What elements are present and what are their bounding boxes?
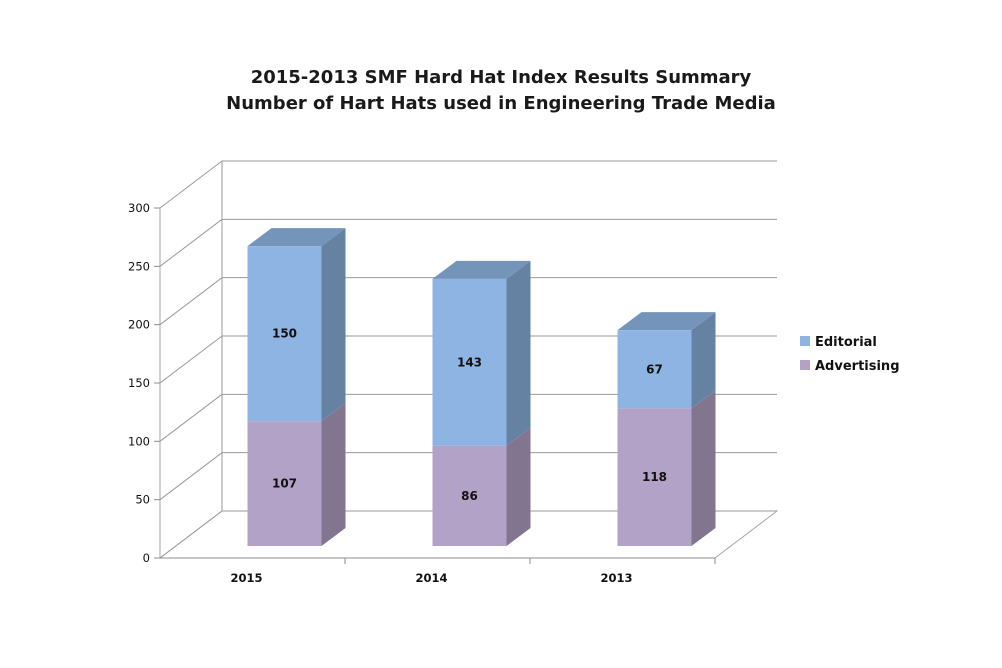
gridline-diagonal [159,160,223,209]
bar-advertising-2015-side [321,403,346,546]
bar-editorial-2013-top [617,312,716,331]
bar-advertising-2013-front [617,408,692,546]
bar-editorial-2015-top [247,228,346,247]
x-tick-label: 2014 [415,571,447,585]
bar-editorial-2015-side [321,228,346,422]
gridline-diagonal [159,218,223,267]
x-tick-label: 2015 [230,571,262,585]
bar-advertising-2014-side [506,427,531,546]
chart-title-line: 2015-2013 SMF Hard Hat Index Results Sum… [251,67,752,88]
data-label-editorial-2015: 150 [272,327,297,341]
bar-editorial-2014-top [432,260,531,279]
data-label-advertising-2013: 118 [642,470,667,484]
bar-advertising-2015-front [247,421,322,546]
bar-editorial-2013-side [691,312,716,409]
chart-title: 2015-2013 SMF Hard Hat Index Results Sum… [226,67,776,114]
bar-editorial-2013-front [617,330,692,409]
y-tick-label: 100 [128,434,150,448]
legend-label-editorial: Editorial [815,335,877,350]
gridline-diagonal [159,335,223,384]
bar-editorial-2014-side [506,260,531,446]
gridline-diagonal [159,277,223,326]
data-label-editorial-2014: 143 [457,355,482,369]
legend-label-advertising: Advertising [815,359,900,374]
y-tick-label: 50 [135,493,150,507]
legend-swatch-advertising [800,360,810,370]
legend: Editorial Advertising [800,335,900,374]
data-labels: 107 150 86 143 118 67 [272,327,667,503]
y-tick-label: 0 [143,551,150,565]
gridline-diagonal [159,452,223,501]
y-tick-label: 200 [128,318,150,332]
gridline-diagonal [159,393,223,442]
bar-editorial-2014-front [432,278,507,446]
data-label-editorial-2013: 67 [646,362,663,376]
axes: 0 50 100 150 200 250 300 2015 2014 2013 [128,201,716,585]
y-tick-label: 150 [128,376,150,390]
data-label-advertising-2014: 86 [461,489,478,503]
bar-advertising-2013-side [691,390,716,546]
y-tick-label: 250 [128,259,150,273]
gridline-diagonal [159,510,223,559]
x-tick-label: 2013 [600,571,632,585]
bars [247,228,716,546]
bar-editorial-2015-front [247,246,322,422]
legend-swatch-editorial [800,336,810,346]
y-tick-label: 300 [128,201,150,215]
bar-advertising-2014-front [432,445,507,546]
chart-title-line: Number of Hart Hats used in Engineering … [226,93,776,114]
data-label-advertising-2015: 107 [272,477,297,491]
